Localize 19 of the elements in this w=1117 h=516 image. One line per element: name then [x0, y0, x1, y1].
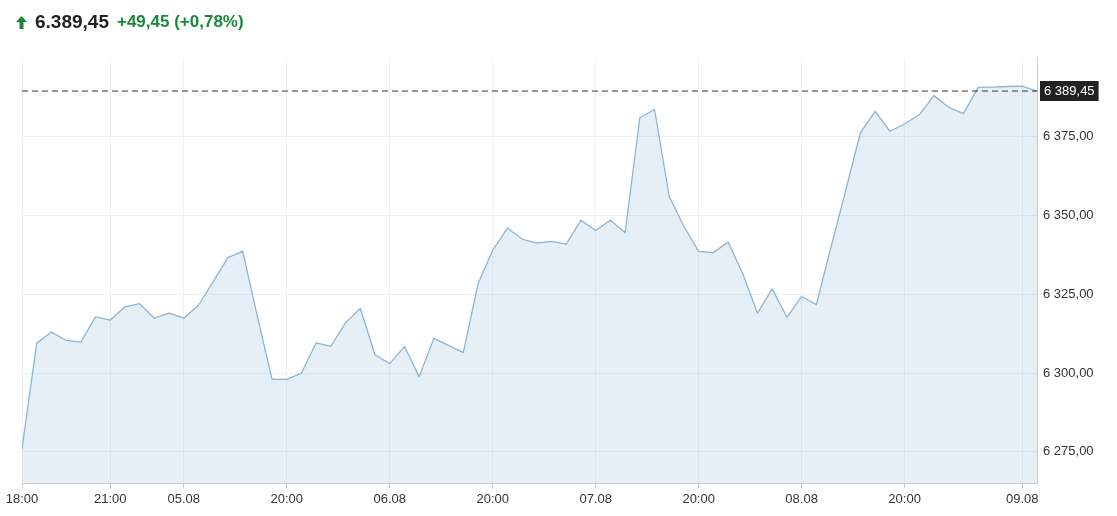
y-tick-label: 6 325,00: [1043, 285, 1094, 301]
x-tick-label: 09.08: [1006, 490, 1039, 506]
x-tick-label: 21:00: [93, 490, 127, 506]
x-tick-label: 18:00: [5, 490, 39, 506]
x-tick-label: 20:00: [270, 490, 304, 506]
y-tick-label: 6 350,00: [1043, 207, 1094, 223]
y-tick-label: 6 375,00: [1043, 128, 1094, 144]
x-tick-label: 20:00: [682, 490, 715, 506]
y-tick-label: 6 300,00: [1043, 364, 1094, 380]
ref-line-label: 6 389,45: [1044, 82, 1095, 98]
x-tick-label: 20:00: [888, 490, 921, 506]
x-tick-label: 05.08: [167, 490, 201, 506]
x-tick-label: 08.08: [785, 490, 818, 506]
x-tick-label: 20:00: [476, 490, 509, 506]
x-tick-label: 06.08: [373, 490, 407, 506]
x-tick-label: 07.08: [579, 490, 612, 506]
chart-title: 6.389,45: [35, 11, 109, 33]
y-tick-label: 6 275,00: [1043, 443, 1094, 459]
chart-subtitle: +49,45 (+0,78%): [116, 12, 244, 32]
